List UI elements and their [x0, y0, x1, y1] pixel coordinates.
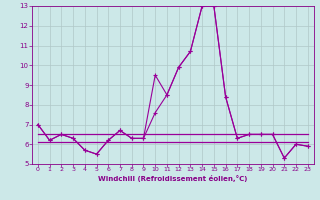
X-axis label: Windchill (Refroidissement éolien,°C): Windchill (Refroidissement éolien,°C): [98, 175, 247, 182]
